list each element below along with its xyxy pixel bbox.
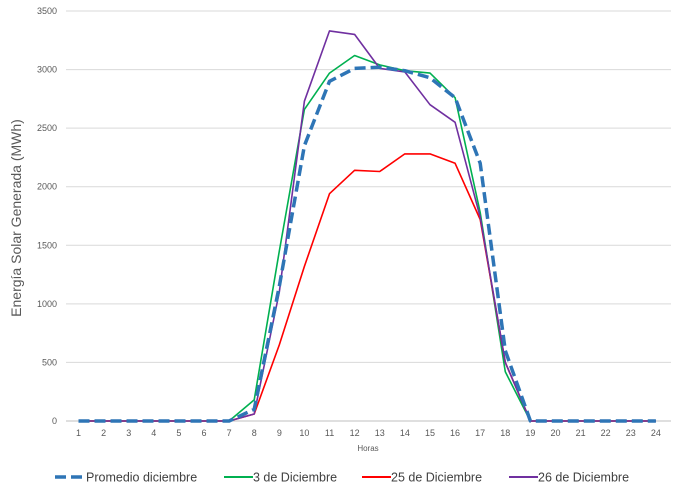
series-line-0 xyxy=(78,65,656,423)
y-tick-label: 2500 xyxy=(37,123,57,133)
legend-label-3: 26 de Diciembre xyxy=(538,471,629,485)
x-tick-label: 15 xyxy=(425,428,435,438)
x-tick-label: 22 xyxy=(601,428,611,438)
x-tick-label: 7 xyxy=(227,428,232,438)
x-tick-label: 24 xyxy=(651,428,661,438)
y-tick-label: 0 xyxy=(52,416,57,426)
x-tick-label: 19 xyxy=(525,428,535,438)
x-tick-label: 20 xyxy=(550,428,560,438)
x-tick-label: 8 xyxy=(252,428,257,438)
x-tick-label: 4 xyxy=(151,428,156,438)
x-tick-label: 18 xyxy=(500,428,510,438)
y-tick-label: 2000 xyxy=(37,182,57,192)
x-tick-label: 23 xyxy=(626,428,636,438)
x-axis-title: Horas xyxy=(357,444,378,453)
x-tick-label: 12 xyxy=(350,428,360,438)
x-tick-label: 14 xyxy=(400,428,410,438)
x-tick-label: 1 xyxy=(76,428,81,438)
series-lines xyxy=(78,30,656,423)
y-tick-label: 3000 xyxy=(37,65,57,75)
legend: Promedio diciembre 3 de Diciembre 25 de Di… xyxy=(55,471,629,485)
x-tick-label: 5 xyxy=(176,428,181,438)
legend-label-0: Promedio diciembre xyxy=(86,471,197,485)
y-axis-ticks: 0 500 1000 1500 2000 2500 3000 3500 xyxy=(37,6,57,426)
x-tick-label: 10 xyxy=(299,428,309,438)
y-tick-label: 3500 xyxy=(37,6,57,16)
x-tick-label: 11 xyxy=(325,428,334,438)
x-tick-label: 13 xyxy=(375,428,385,438)
gridlines xyxy=(66,10,671,422)
x-tick-label: 17 xyxy=(475,428,485,438)
x-tick-label: 2 xyxy=(101,428,106,438)
x-tick-label: 3 xyxy=(126,428,131,438)
y-axis-title: Energía Solar Generada (MWh) xyxy=(8,119,24,317)
x-tick-label: 16 xyxy=(450,428,460,438)
legend-label-1: 3 de Diciembre xyxy=(253,471,337,485)
series-line-1 xyxy=(78,54,656,422)
legend-label-2: 25 de Diciembre xyxy=(391,471,482,485)
series-line-2 xyxy=(78,153,656,422)
y-tick-label: 1000 xyxy=(37,299,57,309)
y-tick-label: 500 xyxy=(42,357,57,367)
y-tick-label: 1500 xyxy=(37,240,57,250)
x-tick-label: 9 xyxy=(277,428,282,438)
x-tick-label: 6 xyxy=(202,428,207,438)
x-axis-ticks: 1 2 3 4 5 6 7 8 9 10 11 12 13 14 15 16 17 18 19 20 21 22 23 24 xyxy=(76,428,661,438)
x-tick-label: 21 xyxy=(576,428,586,438)
